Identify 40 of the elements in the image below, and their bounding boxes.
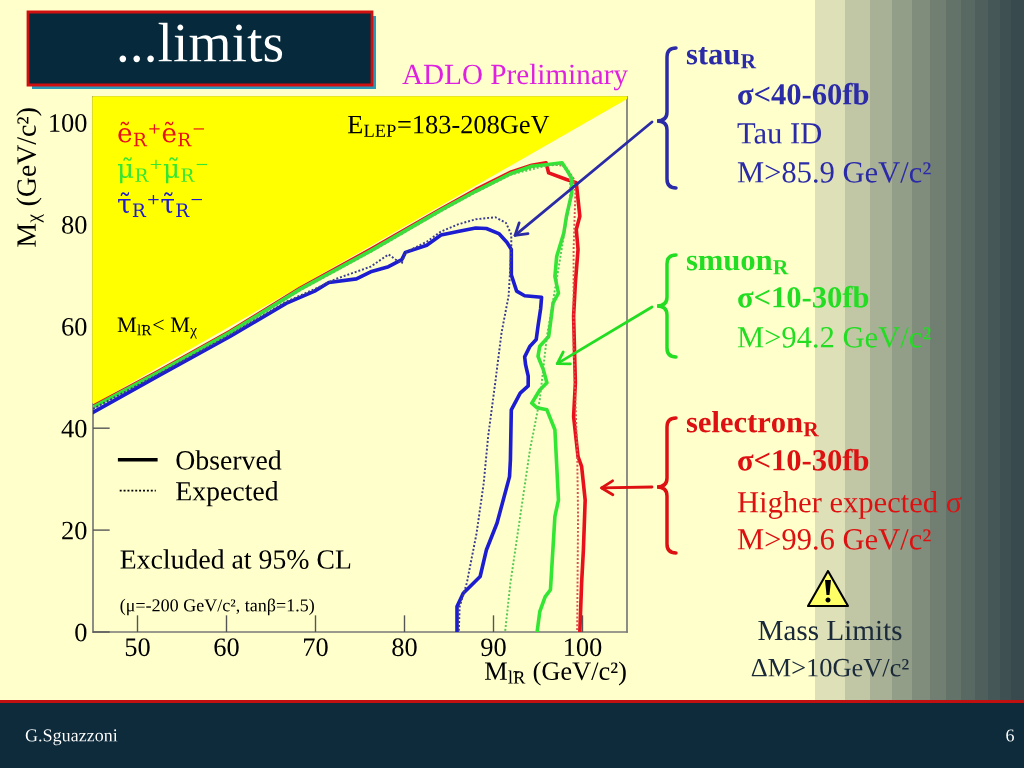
text: σ<40-60fb — [738, 82, 869, 105]
text: smuon$_{R}$ — [686, 255, 789, 275]
y-tick-label: 0 — [75, 623, 87, 642]
text: stau$_{R}$ — [686, 46, 757, 69]
y-tick-label: 100 — [50, 114, 87, 132]
chart-title: ...limits — [119, 22, 283, 63]
y-axis-title: M$_{χ}$ (GeV/c²) — [16, 108, 44, 247]
annotation: (μ=-200 GeV/c², tanβ=1.5) — [120, 598, 314, 616]
text: ẽ$_{R}$⁺ẽ$_{R}$⁻ — [118, 121, 205, 147]
annotation: E$_{LEP}$=183-208GeV — [347, 115, 550, 137]
x-tick-label: 90 — [481, 638, 506, 657]
text: selectron$_{R}$ — [686, 410, 819, 437]
text: ΔM>10GeV/c² — [751, 658, 909, 677]
y-tick-label: 80 — [62, 215, 87, 234]
y-tick-label: 40 — [61, 419, 87, 438]
annotation: M$_{l̃R}$< M$_{χ}$ — [117, 317, 198, 339]
x-tick-label: 70 — [304, 638, 328, 657]
text: σ<10-30fb — [738, 448, 869, 471]
text: M>99.6 GeV/c² — [737, 529, 931, 550]
y-tick-label: 60 — [62, 317, 87, 336]
text: σ<10-30fb — [738, 285, 869, 308]
x-axis-title: M$_{l̃R}$ (GeV/c²) — [484, 661, 626, 686]
annotation: Observed — [176, 450, 282, 470]
text: μ̃$_{R}$⁺μ̃$_{R}$⁻ — [117, 157, 208, 184]
annotation: Excluded at 95% CL — [120, 549, 351, 569]
text: τ̃$_{R}$⁺τ̃$_{R}$⁻ — [118, 192, 202, 217]
text: Mass Limits — [758, 620, 902, 641]
chart-subtitle: ADLO Preliminary — [402, 63, 628, 91]
text: M>94.2 GeV/c² — [737, 327, 931, 348]
text: Tau ID — [737, 123, 822, 144]
annotation: Expected — [176, 481, 279, 507]
text: 6 — [1006, 729, 1014, 742]
text: Higher expected σ — [737, 491, 962, 519]
x-tick-label: 50 — [125, 638, 150, 657]
x-tick-label: 100 — [565, 638, 602, 657]
x-tick-label: 60 — [214, 638, 239, 657]
text: M>85.9 GeV/c² — [737, 162, 931, 183]
y-tick-label: 20 — [62, 521, 87, 540]
text: G.Sguazzoni — [25, 729, 118, 746]
x-tick-label: 80 — [392, 638, 417, 657]
